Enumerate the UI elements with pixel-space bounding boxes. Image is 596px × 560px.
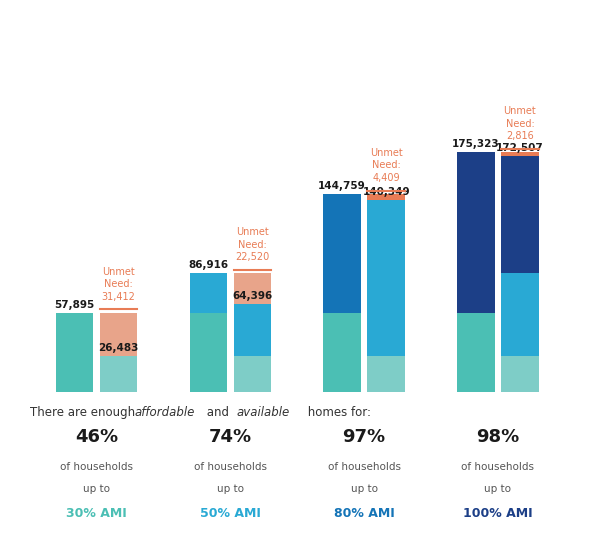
Text: homes for:: homes for:: [304, 406, 371, 419]
Bar: [501, 152, 539, 156]
Text: 175,323: 175,323: [452, 139, 499, 150]
Bar: [368, 194, 405, 200]
Text: 64,396: 64,396: [232, 291, 272, 301]
Bar: [368, 356, 405, 392]
Text: 98%: 98%: [476, 428, 520, 446]
Text: up to: up to: [485, 484, 511, 494]
Bar: [234, 356, 271, 392]
Text: There are enough: There are enough: [30, 406, 139, 419]
Text: 97%: 97%: [343, 428, 386, 446]
Text: 74%: 74%: [209, 428, 252, 446]
Text: up to: up to: [83, 484, 110, 494]
Text: of households: of households: [328, 462, 401, 472]
Bar: [234, 273, 271, 304]
Bar: [501, 356, 539, 392]
Bar: [457, 152, 495, 312]
Bar: [324, 312, 361, 392]
Text: up to: up to: [217, 484, 244, 494]
Text: 100% AMI: 100% AMI: [463, 507, 533, 520]
Text: 46%: 46%: [75, 428, 118, 446]
Text: Unmet
Need:
31,412: Unmet Need: 31,412: [102, 267, 136, 302]
Text: 172,507: 172,507: [496, 143, 544, 153]
Bar: [100, 312, 138, 356]
Text: 30% AMI: 30% AMI: [66, 507, 127, 520]
Text: 26,483: 26,483: [98, 343, 139, 353]
Text: 50% AMI: 50% AMI: [200, 507, 261, 520]
Bar: [190, 273, 227, 312]
Text: Unmet
Need:
22,520: Unmet Need: 22,520: [235, 227, 269, 262]
Text: of households: of households: [60, 462, 133, 472]
Text: 140,349: 140,349: [362, 187, 410, 197]
Bar: [56, 312, 94, 392]
Text: Unmet
Need:
4,409: Unmet Need: 4,409: [370, 148, 402, 183]
Text: of households: of households: [194, 462, 267, 472]
Text: affordable: affordable: [134, 406, 194, 419]
Bar: [324, 194, 361, 312]
Bar: [100, 356, 138, 392]
Text: 86,916: 86,916: [188, 260, 228, 270]
Text: of households: of households: [461, 462, 535, 472]
Bar: [501, 156, 539, 273]
Text: 57,895: 57,895: [54, 300, 95, 310]
Bar: [368, 200, 405, 392]
Text: Unmet
Need:
2,816: Unmet Need: 2,816: [504, 106, 536, 141]
Bar: [190, 312, 227, 392]
Text: available: available: [237, 406, 290, 419]
Text: up to: up to: [350, 484, 378, 494]
Text: 144,759: 144,759: [318, 181, 366, 191]
Text: and: and: [203, 406, 232, 419]
Bar: [457, 312, 495, 392]
Bar: [234, 304, 271, 392]
Bar: [501, 156, 539, 392]
Text: 80% AMI: 80% AMI: [334, 507, 395, 520]
